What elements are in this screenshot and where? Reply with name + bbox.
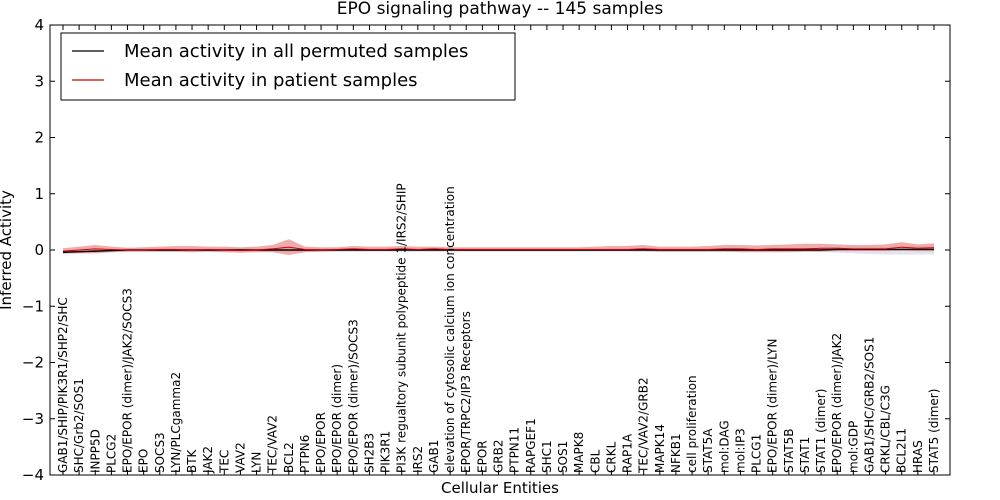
x-tick-label: STAT1	[798, 437, 812, 473]
x-tick-label: TEC/VAV2	[266, 415, 280, 474]
x-tick-label: EPO/EPOR (dimer)/JAK2/SOCS3	[121, 288, 135, 473]
band-series-1	[63, 239, 934, 256]
x-tick-label: GAB1/SHC/GRB2/SOS1	[862, 337, 876, 473]
chart-title: EPO signaling pathway -- 145 samples	[337, 0, 664, 19]
x-tick-label: CRKL/CBL/C3G	[879, 385, 893, 473]
y-tick-label: 1	[34, 185, 44, 203]
x-tick-label: GAB1/SHIP/PIK3R1/SHP2/SHC	[56, 297, 70, 473]
x-tick-label: STAT5 (dimer)	[927, 389, 941, 473]
x-tick-label: VAV2	[233, 442, 247, 473]
x-tick-label: MAPK14	[653, 424, 667, 473]
x-tick-label: BTK	[185, 448, 199, 473]
x-tick-label: PIK3R1	[379, 431, 393, 473]
x-tick-label: CRKL	[604, 441, 618, 473]
x-tick-label: SHC1	[540, 440, 554, 473]
x-tick-label: LYN	[250, 452, 264, 473]
x-tick-label: EPO	[137, 449, 151, 473]
x-tick-label: BCL2L1	[895, 428, 909, 473]
x-tick-label: mol:GDP	[846, 421, 860, 473]
x-tick-label: EPO/EPOR (dimer)/JAK2	[830, 333, 844, 473]
x-tick-label: STAT5A	[701, 428, 715, 473]
legend-label-patient: Mean activity in patient samples	[124, 70, 418, 91]
x-tick-label: SH2B3	[362, 433, 376, 473]
x-tick-label: elevation of cytosolic calcium ion conce…	[443, 186, 457, 473]
x-tick-label: EPOR/TRPC2/IP3 Receptors	[459, 311, 473, 473]
x-tick-label: PI3K regualtory subunit polypeptide 1/IR…	[395, 183, 409, 473]
line-series-0	[62, 248, 934, 253]
x-tick-label: EPO/EPOR (dimer)/SOCS3	[346, 319, 360, 473]
x-tick-label: EPO/EPOR (dimer)/LYN	[766, 339, 780, 473]
y-tick-label: −3	[22, 410, 44, 428]
y-tick-label: 3	[34, 72, 44, 90]
x-tick-label: PTPN11	[508, 427, 522, 473]
x-tick-label: CBL	[588, 449, 602, 473]
x-tick-label: GAB1	[427, 440, 441, 473]
x-tick-label: LYN/PLCgamma2	[169, 372, 183, 473]
y-axis-label: Inferred Activity	[0, 190, 15, 310]
x-tick-label: mol:DAG	[717, 420, 731, 473]
x-tick-label: MAPK8	[572, 432, 586, 473]
line-series-1	[62, 246, 935, 252]
x-tick-label: TEC/VAV2/GRB2	[637, 377, 651, 474]
x-tick-label: cell proliferation	[685, 375, 699, 473]
x-tick-label: RAPGEF1	[524, 418, 538, 473]
x-axis-label: Cellular Entities	[441, 479, 559, 497]
x-tick-label: STAT5B	[782, 429, 796, 474]
x-tick-label: EPOR	[475, 440, 489, 473]
y-tick-label: −1	[22, 297, 44, 315]
legend-label-permuted: Mean activity in all permuted samples	[124, 41, 468, 62]
x-tick-label: INPP5D	[88, 429, 102, 473]
legend: Mean activity in all permuted samples Me…	[60, 32, 516, 101]
x-tick-label: SHC/Grb2/SOS1	[72, 378, 86, 473]
x-tick-label: SOCS3	[153, 432, 167, 473]
x-tick-label: EPO/EPOR	[314, 412, 328, 473]
x-tick-label: RAP1A	[621, 433, 635, 473]
x-tick-label: NFKB1	[669, 433, 683, 473]
x-tick-label: IRS2	[411, 446, 425, 473]
y-tick-label: −2	[22, 354, 44, 372]
x-tick-label: EPO/EPOR (dimer)	[330, 364, 344, 473]
x-tick-label: mol:IP3	[733, 428, 747, 473]
y-tick-label: 0	[34, 241, 44, 259]
x-tick-label: GRB2	[492, 439, 506, 473]
x-tick-label: PLCG2	[104, 434, 118, 473]
y-tick-label: 2	[34, 129, 44, 147]
legend-frame	[60, 32, 516, 101]
x-tick-label: STAT1 (dimer)	[814, 389, 828, 473]
y-tick-label: 4	[34, 16, 44, 34]
x-tick-label: PLCG1	[750, 434, 764, 473]
y-tick-label: −4	[22, 466, 44, 484]
x-tick-label: BCL2	[282, 442, 296, 473]
x-tick-label: TEC	[217, 450, 231, 474]
x-tick-label: SOS1	[556, 441, 570, 473]
x-tick-label: PTPN6	[298, 435, 312, 473]
x-tick-label: HRAS	[911, 440, 925, 473]
x-tick-label: JAK2	[201, 446, 215, 474]
